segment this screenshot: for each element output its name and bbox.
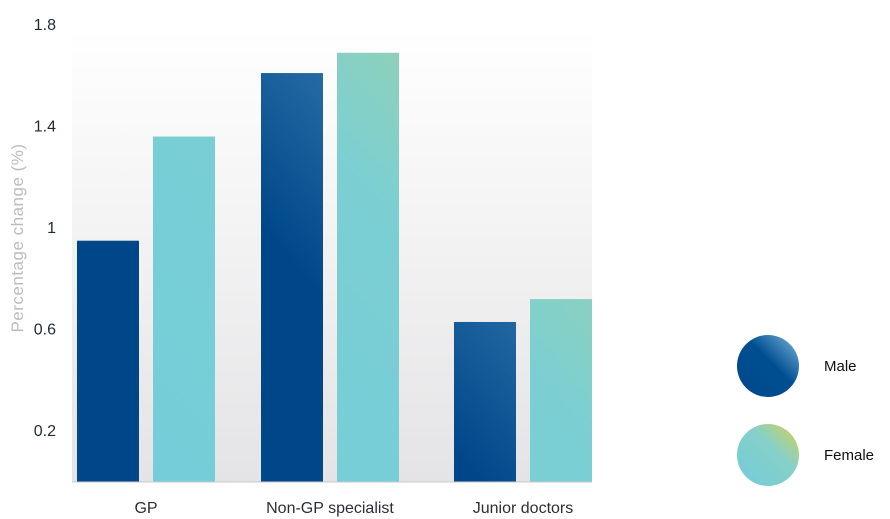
y-tick-label: 1.4: [34, 118, 56, 135]
bar-female-2: [337, 52, 399, 483]
x-category-label: GP: [134, 500, 157, 517]
y-tick-label: 1: [47, 220, 56, 237]
bar-male-1: [77, 240, 139, 482]
x-category-label: Junior doctors: [473, 500, 574, 517]
bar-male-3: [454, 321, 516, 482]
legend-swatch-female: [737, 424, 799, 486]
bar-male-2: [261, 73, 323, 482]
y-axis-ticks: 0.2 0.6 1 1.4 1.8: [34, 17, 56, 440]
legend-swatch-male: [737, 335, 799, 397]
x-axis-categories: GP Non-GP specialist Junior doctors: [134, 500, 573, 517]
y-tick-label: 0.6: [34, 322, 56, 339]
y-tick-label: 0.2: [34, 423, 56, 440]
bar-female-3: [530, 299, 592, 482]
bar-female-1: [153, 136, 215, 482]
legend-label: Male: [824, 358, 857, 375]
y-axis-label: Percentage change (%): [8, 143, 27, 332]
legend: Male Female: [737, 335, 874, 486]
y-tick-label: 1.8: [34, 17, 56, 34]
bars: [77, 52, 592, 483]
legend-label: Female: [824, 447, 874, 464]
x-category-label: Non-GP specialist: [266, 500, 394, 517]
